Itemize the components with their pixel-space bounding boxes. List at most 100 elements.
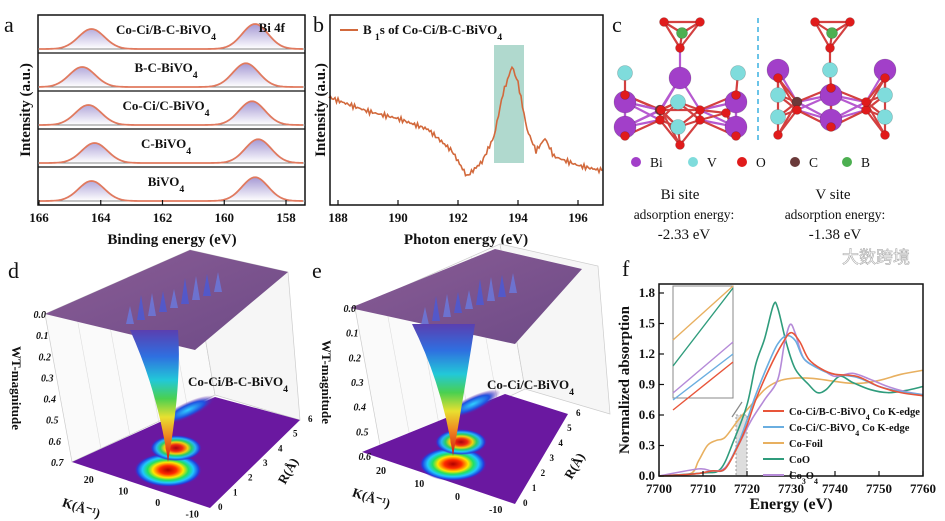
surface-spike xyxy=(465,290,473,309)
z-tick-label: 0.0 xyxy=(344,304,357,315)
atom-o xyxy=(620,90,630,100)
surface-plateau xyxy=(350,249,582,344)
inset-series-line xyxy=(672,287,734,367)
legend-label: CoO xyxy=(789,455,810,466)
legend-label: Co-Foil xyxy=(789,439,823,450)
panel-label-c: c xyxy=(612,12,622,37)
x-tick-label: 158 xyxy=(276,210,296,225)
x-tick-label: 160 xyxy=(215,210,235,225)
atom-v xyxy=(730,65,746,81)
surface-plateau xyxy=(45,250,288,350)
k-tick-label: 20 xyxy=(84,475,94,486)
peak-fill xyxy=(38,101,305,125)
v-site-title: V site xyxy=(815,187,850,203)
contour-peak xyxy=(435,429,487,455)
inset-frame xyxy=(672,285,734,399)
r-tick-label: 2 xyxy=(541,468,546,478)
panel-c-adsorption-structures: c Bi V O C B Bi site adsorption energy: -2.3… xyxy=(612,12,897,243)
surface-spike xyxy=(159,291,167,312)
atom-v xyxy=(670,94,686,110)
panel-label-f: f xyxy=(622,256,630,281)
surface-spike xyxy=(170,289,178,308)
series-line xyxy=(658,301,924,477)
legend-label: O xyxy=(756,155,766,170)
legend-label: Co-Ci/C-BiVO4 Co K-edge xyxy=(789,423,910,438)
peak-fill xyxy=(38,177,305,201)
y-tick-label: 0.3 xyxy=(639,437,656,452)
atom-o xyxy=(731,131,741,141)
plot-frame xyxy=(329,14,604,206)
atom-o xyxy=(731,90,741,100)
x-axis-label: Photon energy (eV) xyxy=(404,232,528,248)
legend-label: B 1s of Co-Ci/B-C-BiVO4 xyxy=(363,22,502,43)
inset-series-line xyxy=(672,285,734,341)
legend-label: Bi xyxy=(650,155,663,170)
z-tick-label: 0.5 xyxy=(356,427,369,438)
series-line xyxy=(658,331,924,477)
y-axis-label: Intensity (a.u.) xyxy=(18,63,34,157)
panel-b-xps-b1s: b B 1s of Co-Ci/B-C-BiVO4 188 190 192 194 19… xyxy=(313,12,604,248)
spectrum-line xyxy=(328,65,603,177)
spectrum-line xyxy=(38,138,303,164)
atom-v xyxy=(877,109,893,125)
inset-series-line xyxy=(672,341,734,394)
surface-spike xyxy=(214,272,222,292)
atom-o xyxy=(792,105,802,115)
bond xyxy=(660,109,681,146)
bond xyxy=(679,21,701,49)
k-tick-label: -10 xyxy=(489,505,502,516)
k-axis-label: K(Å⁻¹) xyxy=(351,485,393,511)
legend-label: Co3O4 xyxy=(789,471,818,486)
atom-o xyxy=(826,83,836,93)
z-tick-label: 0.7 xyxy=(51,458,65,469)
peak-fill xyxy=(38,139,305,163)
atom-o xyxy=(845,17,855,27)
surface-funnel xyxy=(412,324,475,456)
surface-spike xyxy=(126,306,134,324)
z-tick-label: 0.4 xyxy=(44,395,57,406)
atom-b xyxy=(826,27,838,39)
surface-spike xyxy=(432,296,440,321)
x-tick-label: 7760 xyxy=(910,481,936,496)
panel-label-e: e xyxy=(312,258,322,283)
y-tick-label: 0.0 xyxy=(639,468,655,483)
atom-o xyxy=(721,108,731,118)
x-tick-label: 164 xyxy=(91,210,111,225)
series-label: BiVO4 xyxy=(148,174,185,195)
r-tick-label: 2 xyxy=(248,473,253,483)
k-tick-label: 10 xyxy=(118,486,128,497)
r-axis-label: R(Å) xyxy=(561,450,588,481)
r-tick-label: 6 xyxy=(308,414,313,424)
highlight-region xyxy=(494,45,524,163)
contour-peak xyxy=(150,435,202,461)
atom-o xyxy=(656,105,666,115)
z-tick-label: 0.4 xyxy=(354,403,367,414)
z-tick-label: 0.6 xyxy=(49,437,62,448)
panel-e-wavelet-transform: e 0.00.10.20.30.40.50.6WT-magnitude20100… xyxy=(312,243,611,516)
k-tick-label: 0 xyxy=(455,492,460,503)
x-tick-label: 196 xyxy=(568,210,588,225)
bi-site-caption: adsorption energy: xyxy=(634,207,735,222)
atom-v xyxy=(822,62,838,78)
atom-o xyxy=(695,105,705,115)
atom-o xyxy=(675,140,685,150)
surface-spike xyxy=(181,278,189,304)
r-tick-label: 1 xyxy=(233,487,238,497)
x-tick-label: 166 xyxy=(29,210,49,225)
bond xyxy=(829,21,851,49)
legend-label: B xyxy=(861,155,870,170)
panel-a-xps-bi4f: a Co-Ci/B-C-BiVO4 B-C-BiVO4 Co-Ci/C-BiVO4 C… xyxy=(4,12,306,248)
surface-spike xyxy=(137,295,145,320)
k-tick-label: 10 xyxy=(414,479,424,490)
surface-funnel xyxy=(130,330,179,462)
atom-o xyxy=(861,105,871,115)
surface-spike xyxy=(192,276,200,300)
bond xyxy=(777,109,798,136)
k-axis-label: K(Å⁻¹) xyxy=(61,495,103,521)
legend-label: V xyxy=(707,155,717,170)
r-tick-label: 4 xyxy=(278,443,283,453)
v-site-energy: -1.38 eV xyxy=(809,227,862,243)
z-axis-label: WT-magnitude xyxy=(319,340,334,424)
z-axis-label: WT-magnitude xyxy=(9,346,24,430)
k-tick-label: -10 xyxy=(186,509,199,520)
